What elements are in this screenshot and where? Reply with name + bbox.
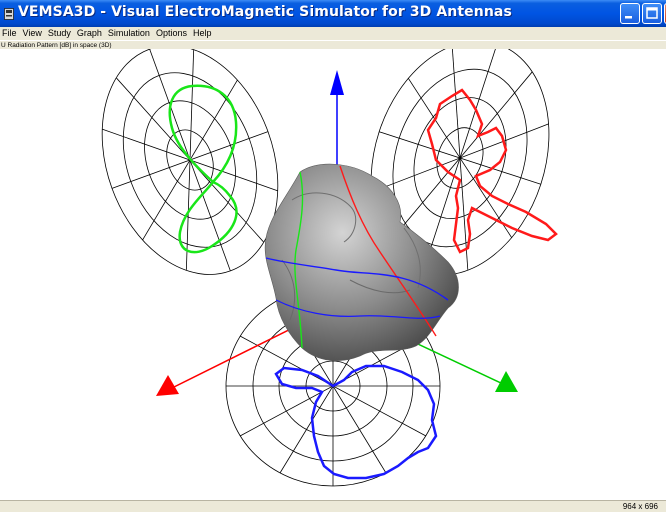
close-button[interactable] (664, 3, 666, 24)
status-bar: 964 x 696 (0, 500, 666, 512)
minimize-icon (625, 16, 632, 19)
menu-study[interactable]: Study (47, 28, 71, 38)
minimize-button[interactable] (620, 3, 640, 24)
radiation-pattern-3d[interactable] (0, 40, 666, 500)
menu-graph[interactable]: Graph (76, 28, 102, 38)
menu-file[interactable]: File (2, 28, 17, 38)
title-bar[interactable]: VEMSA3D - Visual ElectroMagnetic Simulat… (0, 0, 666, 27)
view-subtitle: U Radiation Pattern [dB] in space (3D) (0, 40, 666, 49)
left-pattern-green (168, 84, 238, 254)
window-title: VEMSA3D - Visual ElectroMagnetic Simulat… (18, 4, 512, 20)
menu-help[interactable]: Help (192, 28, 212, 38)
menu-simulation[interactable]: Simulation (107, 28, 150, 38)
z-axis-arrow (330, 70, 344, 95)
bottom-pattern-blue (274, 364, 438, 480)
status-resolution: 964 x 696 (622, 502, 658, 511)
3d-viewport[interactable] (0, 40, 666, 500)
right-pattern-red (426, 88, 558, 254)
radiation-surface (264, 163, 459, 361)
menu-view[interactable]: View (22, 28, 42, 38)
maximize-icon (646, 7, 658, 19)
app-icon[interactable] (4, 8, 14, 20)
menu-bar: File View Study Graph Simulation Options Help (0, 27, 666, 40)
y-axis-arrow (495, 371, 518, 392)
x-axis-arrow (156, 375, 179, 396)
menu-options[interactable]: Options (155, 28, 187, 38)
maximize-button[interactable] (642, 3, 662, 24)
